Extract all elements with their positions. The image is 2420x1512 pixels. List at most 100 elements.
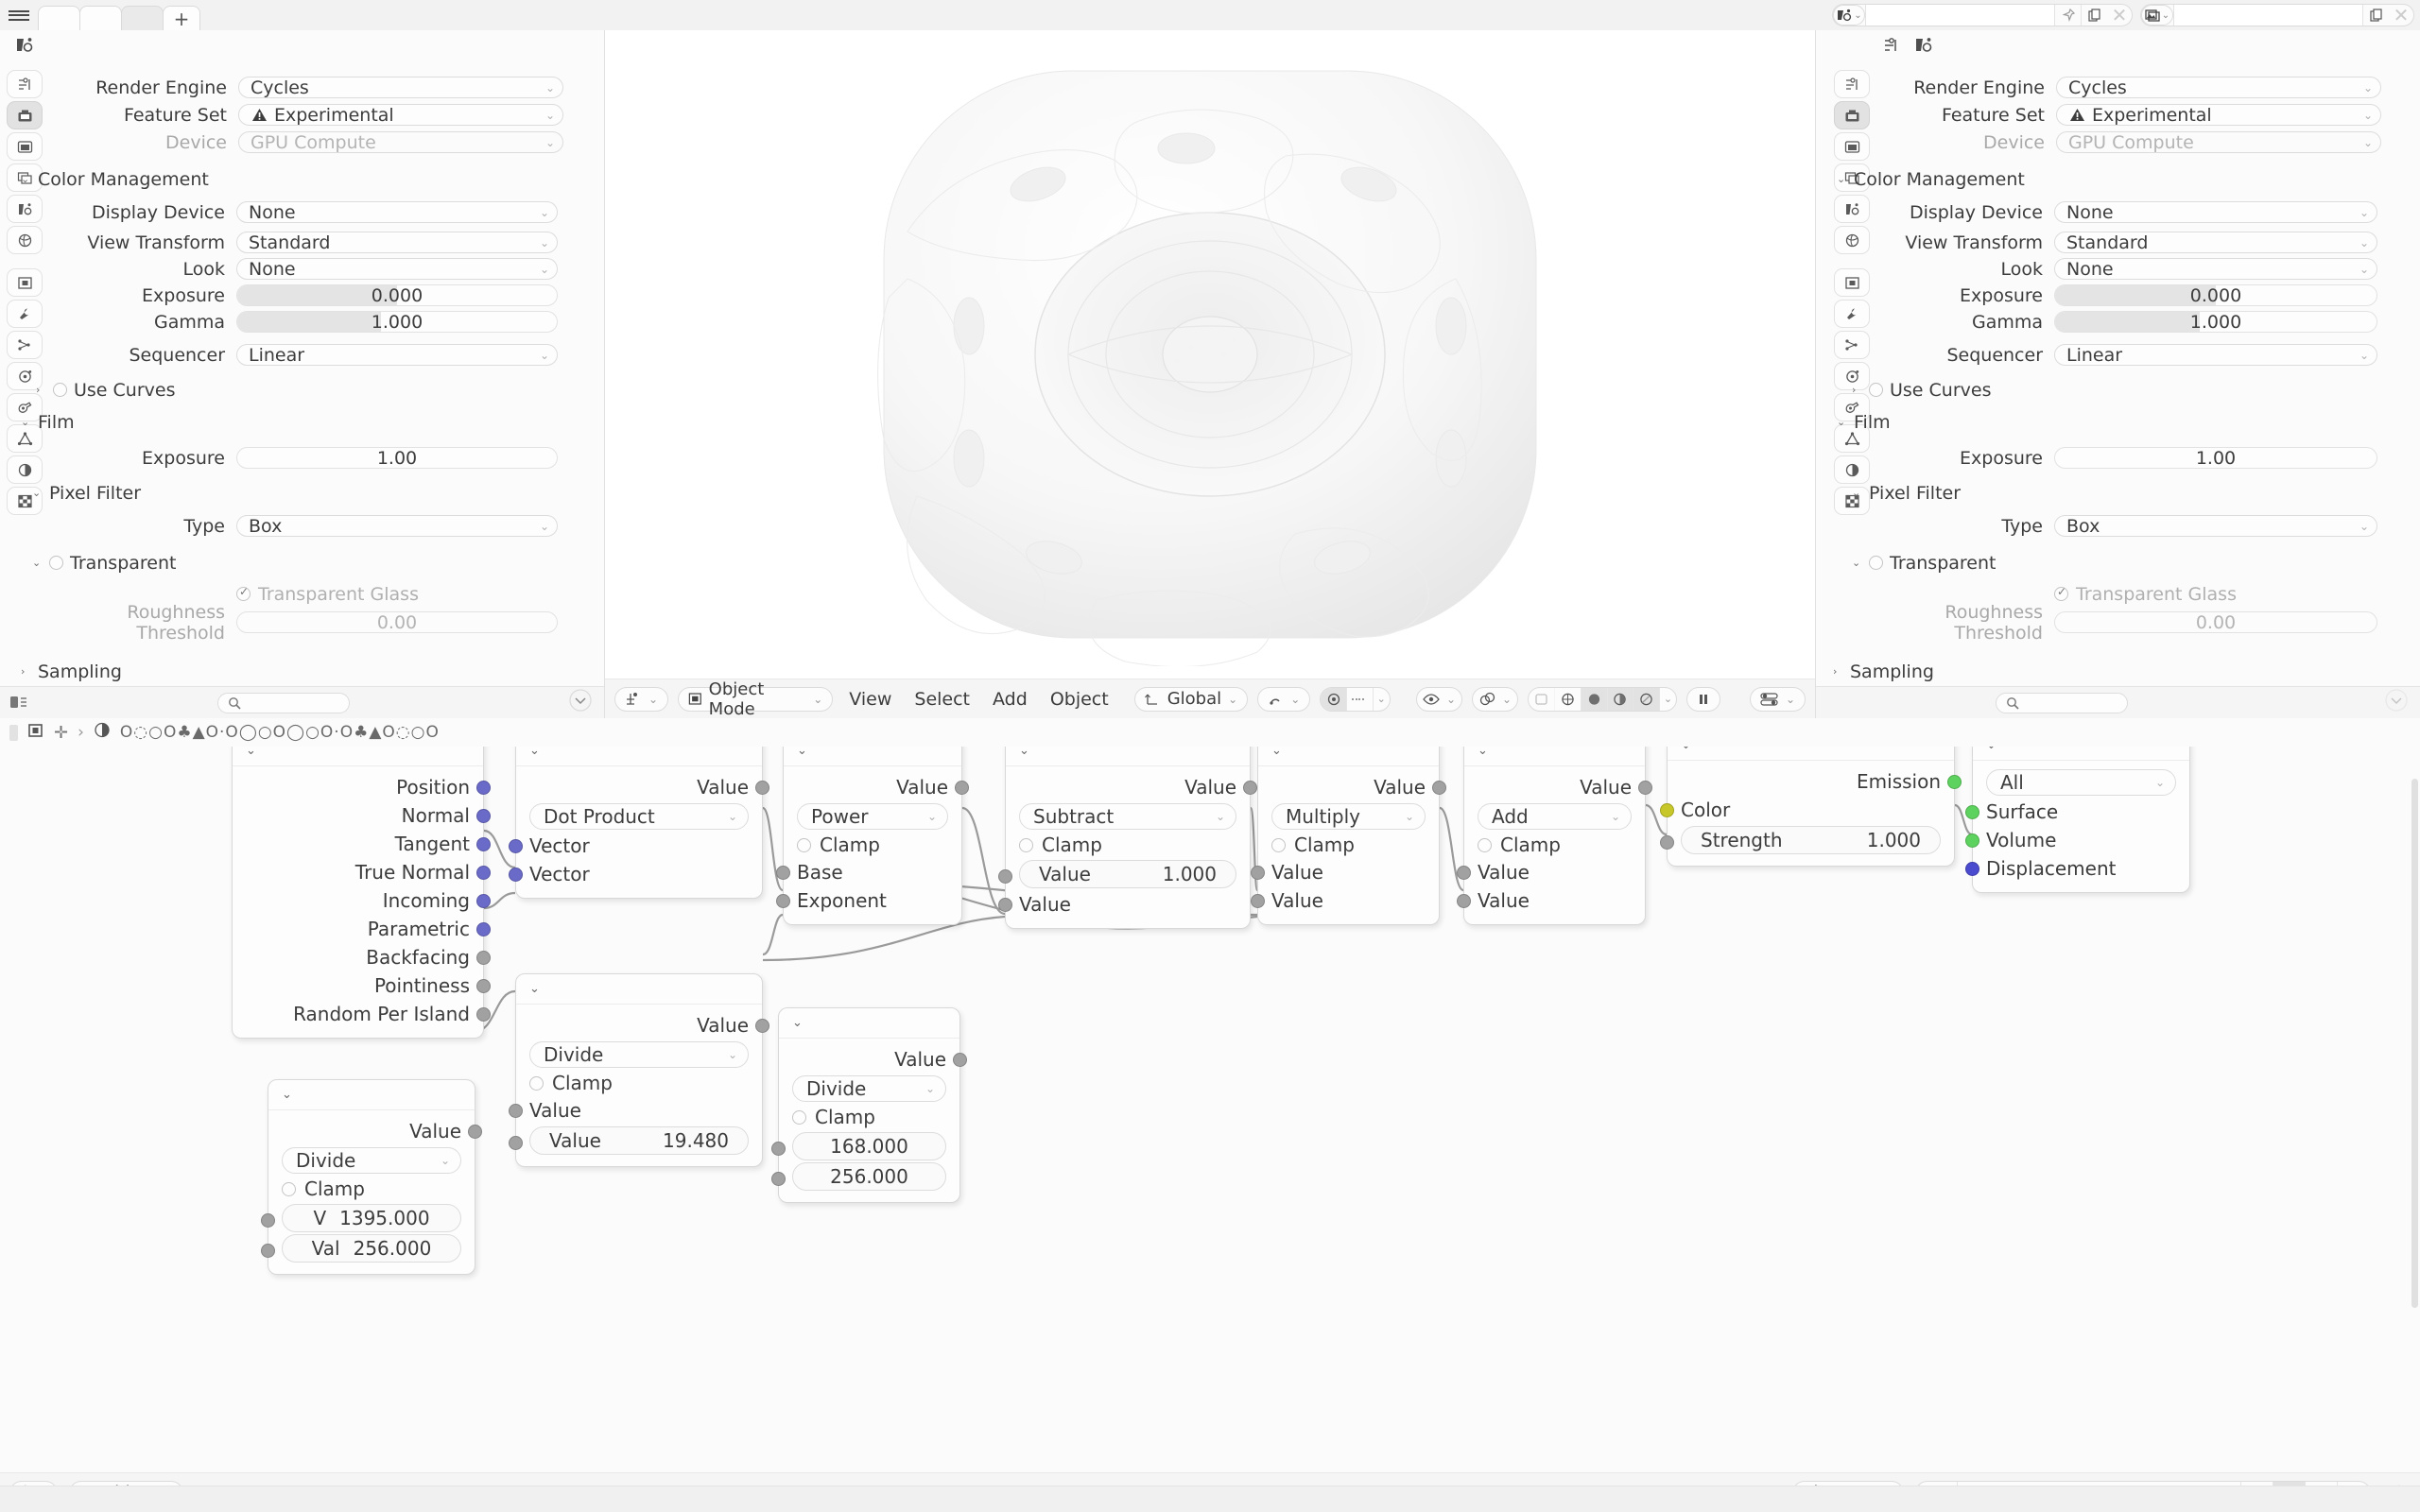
socket-value-out[interactable] (755, 780, 769, 795)
socket-value-out[interactable] (1432, 780, 1446, 795)
section-color-management[interactable]: ⌄ Color Management (21, 167, 578, 191)
scene-icon[interactable] (7, 195, 43, 223)
transparent-checkbox[interactable] (1869, 556, 1883, 570)
operation-dropdown[interactable]: Power ⌄ (797, 803, 948, 830)
roughness-threshold-slider[interactable]: 0.00 (2054, 611, 2377, 633)
workspace-tab-2[interactable] (79, 6, 122, 30)
node-header[interactable]: ⌄ (1258, 747, 1439, 766)
xray-icon[interactable] (1634, 687, 1661, 711)
roughness-threshold-slider[interactable]: 0.00 (236, 611, 558, 633)
view-transform-dropdown[interactable]: Standard ⌄ (2054, 232, 2377, 253)
render-engine-dropdown[interactable]: Cycles ⌄ (2056, 77, 2381, 98)
chevron-down-icon[interactable]: ⌄ (1376, 693, 1386, 705)
operation-dropdown[interactable]: Multiply ⌄ (1271, 803, 1426, 830)
section-transparent[interactable]: ⌄ Transparent (1852, 551, 2409, 575)
chevron-down-icon[interactable]: ⌄ (1986, 747, 1996, 752)
strength-field[interactable]: Strength 1.000 (1681, 826, 1941, 854)
clamp-toggle[interactable]: Clamp (779, 1104, 959, 1130)
wireframe-shading-icon[interactable] (1529, 687, 1555, 711)
constraints-icon[interactable] (7, 393, 43, 421)
workspace-tab-1[interactable] (38, 6, 80, 30)
editor-type-selector[interactable]: ⌄ (614, 686, 669, 712)
transform-orientation-selector[interactable]: Global ⌄ (1133, 686, 1249, 712)
close-icon[interactable]: ✕ (2111, 4, 2128, 26)
sequencer-dropdown[interactable]: Linear ⌄ (236, 344, 558, 366)
clamp-checkbox[interactable] (1271, 837, 1286, 852)
proportional-falloff-icon[interactable] (1347, 687, 1374, 711)
viewport-menu-object[interactable]: Object (1049, 688, 1109, 710)
viewport-toggle[interactable]: ⌄ (1749, 686, 1806, 712)
scene-name-field[interactable] (1865, 5, 2054, 26)
pin-icon[interactable] (2054, 5, 2081, 26)
clamp-checkbox[interactable] (797, 837, 811, 852)
viewport-menu-view[interactable]: View (849, 688, 892, 710)
chevron-down-icon[interactable]: ⌄ (797, 747, 807, 758)
show-overlays-toggle[interactable]: ⌄ (1472, 686, 1519, 712)
feature-set-dropdown[interactable]: Experimental ⌄ (238, 104, 563, 126)
socket-tangent[interactable] (476, 836, 491, 851)
output-icon[interactable] (1834, 132, 1870, 161)
math-multiply-node[interactable]: ⌄ Value Multiply ⌄ Clamp Value Value (1251, 747, 1446, 925)
shading-mode-group[interactable]: ⌄ (1528, 686, 1677, 712)
render-engine-dropdown[interactable]: Cycles ⌄ (238, 77, 563, 98)
viewport-canvas[interactable] (605, 30, 1815, 679)
use-curves-checkbox[interactable] (53, 383, 67, 397)
math-divide-node-b[interactable]: ⌄ Value Divide ⌄ Clamp 168.000 256.000 (771, 1007, 967, 1203)
chevron-down-icon[interactable]: ⌄ (1681, 747, 1691, 752)
section-sampling[interactable]: › Sampling (1833, 660, 2409, 683)
gamma-slider[interactable]: 1.000 (2054, 311, 2377, 333)
socket-position[interactable] (476, 780, 491, 795)
row-use-curves[interactable]: › Use Curves (1852, 378, 2409, 402)
world-icon[interactable] (7, 226, 43, 254)
material-icon[interactable] (1834, 455, 1870, 484)
clamp-checkbox[interactable] (1019, 837, 1033, 852)
properties-search-input[interactable] (217, 692, 350, 713)
chevron-down-icon[interactable]: ⌄ (1478, 747, 1488, 758)
clamp-toggle[interactable]: Clamp (1464, 832, 1645, 858)
operation-dropdown[interactable]: Dot Product ⌄ (529, 803, 749, 830)
socket-value-2[interactable] (771, 1172, 786, 1186)
clamp-toggle[interactable]: Clamp (784, 832, 961, 858)
proportional-editing-group[interactable]: ⌄ (1320, 686, 1391, 712)
socket-value-2[interactable] (998, 897, 1012, 912)
socket-strength[interactable] (1660, 835, 1674, 850)
view-layer-name-field[interactable] (2173, 5, 2362, 26)
render-result-icon[interactable]: ⌄ (1833, 5, 1865, 26)
socket-backfacing[interactable] (476, 950, 491, 965)
node-canvas[interactable]: ⌄ Position Normal Tangent True Normal In… (0, 747, 2420, 1472)
chevron-down-icon[interactable]: ⌄ (246, 747, 256, 758)
texture-icon[interactable] (1834, 487, 1870, 515)
math-subtract-node[interactable]: ⌄ Value Subtract ⌄ Clamp Value 1.000 Value (998, 747, 1257, 929)
node-header[interactable]: ⌄ (1668, 747, 1954, 761)
target-dropdown[interactable]: All ⌄ (1986, 769, 2176, 796)
output-icon[interactable] (7, 132, 43, 161)
render-icon[interactable] (1834, 101, 1870, 129)
exposure-slider[interactable]: 0.000 (236, 284, 558, 306)
view-layer-icon[interactable] (7, 163, 43, 192)
material-icon[interactable] (7, 455, 43, 484)
section-pixel-filter[interactable]: ⌄ Pixel Filter (1852, 481, 2409, 505)
viewport-menu-select[interactable]: Select (914, 688, 971, 710)
operation-dropdown[interactable]: Add ⌄ (1478, 803, 1632, 830)
socket-exponent[interactable] (776, 893, 790, 908)
transparent-checkbox[interactable] (49, 556, 63, 570)
clamp-checkbox[interactable] (1478, 837, 1492, 852)
socket-value-out[interactable] (955, 780, 969, 795)
film-exposure-slider[interactable]: 1.00 (236, 447, 558, 469)
math-divide-node-c[interactable]: ⌄ Value Divide ⌄ Clamp V 1395.000 Val 256.0… (261, 1079, 482, 1275)
socket-value-out[interactable] (953, 1052, 967, 1067)
clamp-checkbox[interactable] (529, 1075, 544, 1091)
show-gizmo-toggle[interactable]: ⌄ (1415, 686, 1463, 712)
socket-value-2[interactable] (261, 1244, 275, 1258)
section-film[interactable]: ⌄ Film (21, 410, 578, 434)
socket-random-per-island[interactable] (476, 1006, 491, 1022)
copy-icon[interactable] (2081, 5, 2107, 26)
socket-value-2[interactable] (509, 1136, 523, 1150)
row-use-curves[interactable]: › Use Curves (36, 378, 578, 402)
node-header[interactable]: ⌄ (516, 974, 762, 1005)
device-dropdown[interactable]: GPU Compute ⌄ (238, 131, 563, 153)
material-preview-icon[interactable] (1581, 687, 1608, 711)
socket-incoming[interactable] (476, 893, 491, 908)
transparent-glass-checkbox[interactable] (2054, 585, 2068, 601)
film-exposure-slider[interactable]: 1.00 (2054, 447, 2377, 469)
